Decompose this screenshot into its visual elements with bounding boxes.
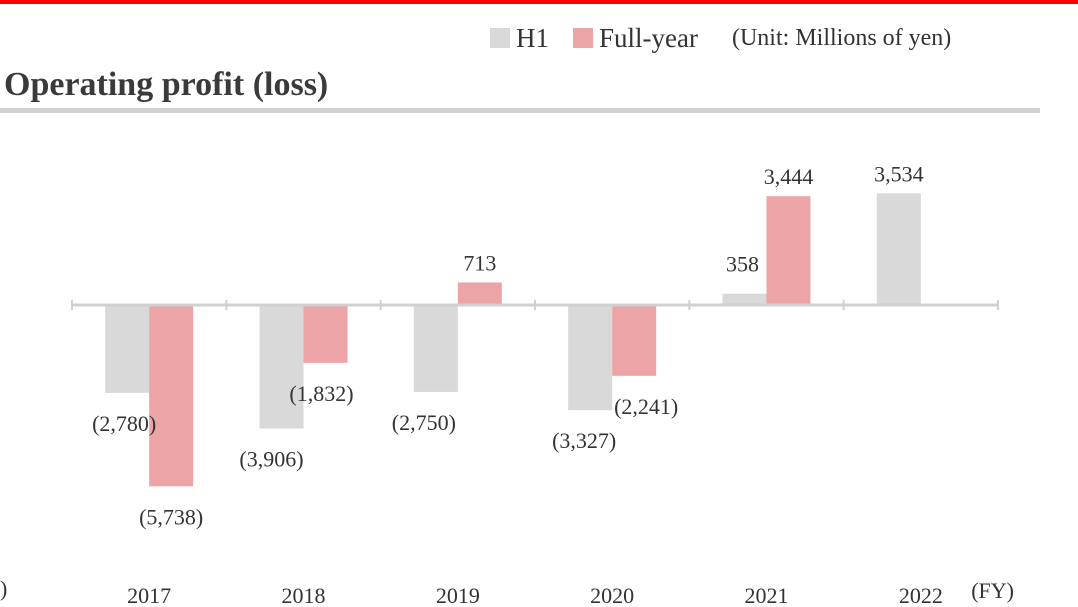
- x-tick-label-2020: 2020: [590, 583, 634, 607]
- bar-h1-2017: [105, 305, 150, 393]
- title-underline: [0, 108, 1040, 113]
- bar-full-year-2021: [766, 196, 811, 305]
- data-label-full-year-2021: 3,444: [764, 164, 814, 189]
- top-red-rule: [0, 0, 1078, 4]
- x-axis-unit-label: (FY): [971, 578, 1014, 603]
- data-label-h1-2021: 358: [726, 252, 759, 277]
- bar-full-year-2017: [149, 305, 194, 487]
- bar-h1-2018: [259, 305, 304, 429]
- data-label-full-year-2019: 713: [463, 250, 496, 275]
- x-tick-label-2022: 2022: [899, 583, 943, 607]
- data-label-h1-2017: (2,780): [92, 411, 156, 436]
- legend-item-h1: H1: [490, 23, 549, 54]
- x-tick-label-2017: 2017: [127, 583, 171, 607]
- x-tick-label-2018: 2018: [282, 583, 326, 607]
- bar-h1-2020: [568, 305, 613, 411]
- data-label-full-year-2018: (1,832): [289, 381, 353, 406]
- x-tick-label-2019: 2019: [436, 583, 480, 607]
- legend-label-h1: H1: [516, 22, 549, 53]
- chart-title: Operating profit (loss): [4, 66, 329, 103]
- data-label-full-year-2020: (2,241): [614, 394, 678, 419]
- legend-swatch-h1: [490, 28, 510, 48]
- legend-label-full-year: Full-year: [599, 22, 698, 53]
- bar-h1-2019: [413, 305, 458, 392]
- x-tick-label-2021: 2021: [745, 583, 789, 607]
- data-label-full-year-2017: (5,738): [139, 504, 203, 529]
- data-label-h1-2020: (3,327): [552, 428, 616, 453]
- data-label-h1-2019: (2,750): [392, 410, 456, 435]
- bar-full-year-2020: [612, 305, 657, 376]
- bar-h1-2021: [722, 293, 767, 305]
- legend: H1 Full-year (Unit: Millions of yen): [490, 18, 951, 58]
- legend-swatch-full-year: [573, 28, 593, 48]
- unit-label: (Unit: Millions of yen): [731, 24, 952, 51]
- legend-item-full-year: Full-year: [573, 23, 698, 54]
- data-label-h1-2018: (3,906): [239, 446, 303, 471]
- data-label-h1-2022: 3,534: [874, 161, 924, 186]
- edge-paren-fragment: ): [0, 576, 8, 601]
- bar-h1-2022: [876, 193, 921, 305]
- bar-full-year-2019: [457, 282, 502, 305]
- bar-full-year-2018: [303, 305, 348, 363]
